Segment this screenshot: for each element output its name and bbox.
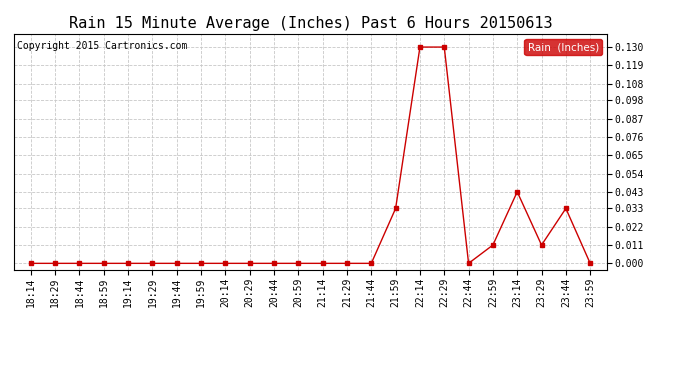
Rain  (Inches): [270, 261, 278, 266]
Rain  (Inches): [197, 261, 205, 266]
Text: Copyright 2015 Cartronics.com: Copyright 2015 Cartronics.com: [17, 41, 187, 51]
Rain  (Inches): [319, 261, 327, 266]
Rain  (Inches): [416, 45, 424, 49]
Rain  (Inches): [294, 261, 302, 266]
Rain  (Inches): [367, 261, 375, 266]
Rain  (Inches): [27, 261, 35, 266]
Rain  (Inches): [246, 261, 254, 266]
Legend: Rain  (Inches): Rain (Inches): [524, 39, 602, 55]
Rain  (Inches): [99, 261, 108, 266]
Rain  (Inches): [489, 243, 497, 247]
Rain  (Inches): [51, 261, 59, 266]
Rain  (Inches): [221, 261, 230, 266]
Rain  (Inches): [538, 243, 546, 247]
Rain  (Inches): [172, 261, 181, 266]
Rain  (Inches): [75, 261, 83, 266]
Rain  (Inches): [586, 261, 594, 266]
Title: Rain 15 Minute Average (Inches) Past 6 Hours 20150613: Rain 15 Minute Average (Inches) Past 6 H…: [69, 16, 552, 31]
Rain  (Inches): [148, 261, 157, 266]
Line: Rain  (Inches): Rain (Inches): [29, 45, 592, 265]
Rain  (Inches): [464, 261, 473, 266]
Rain  (Inches): [440, 45, 449, 49]
Rain  (Inches): [562, 206, 570, 211]
Rain  (Inches): [124, 261, 132, 266]
Rain  (Inches): [343, 261, 351, 266]
Rain  (Inches): [391, 206, 400, 211]
Rain  (Inches): [513, 189, 522, 194]
